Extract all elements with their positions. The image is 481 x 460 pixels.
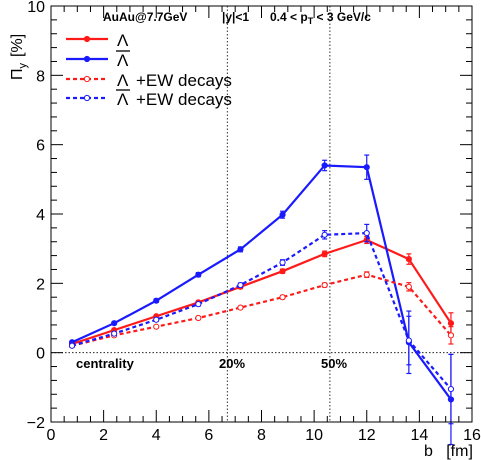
x-tick-label: 2 (99, 427, 108, 444)
svg-text:Πy[%]: Πy [%] (9, 34, 29, 80)
x-tick-label: 14 (410, 427, 428, 444)
y-tick-label: 4 (36, 207, 45, 224)
annotation-20-percent: 20% (219, 356, 245, 371)
header-pt-suffix: < 3 GeV/c (313, 10, 371, 24)
data-point (363, 229, 370, 237)
data-point (195, 301, 202, 308)
y-tick-label: 2 (36, 276, 45, 293)
y-tick-label: 6 (36, 138, 45, 155)
header-pt-prefix: 0.4 < p (270, 10, 308, 24)
y-axis-title-unit: [%] (9, 34, 26, 57)
legend-suffix: +EW decays (136, 90, 232, 109)
legend-marker (83, 75, 91, 83)
data-point (111, 330, 118, 337)
data-point (279, 294, 286, 301)
data-point (363, 164, 370, 171)
x-tick-label: 10 (305, 427, 323, 444)
header-pt-sub: T (308, 16, 314, 26)
series-line-1 (71, 164, 452, 401)
legend-marker (83, 55, 91, 63)
data-point (111, 320, 118, 327)
data-point (279, 268, 286, 275)
annotation-50-percent: 50% (321, 356, 347, 371)
y-tick-label: 0 (36, 346, 45, 363)
data-point (153, 323, 160, 330)
data-point (321, 162, 328, 169)
grid-layer (51, 6, 472, 422)
y-axis-title-main: Π (9, 68, 26, 80)
series-line-2 (71, 273, 452, 347)
y-tick-label: 8 (36, 68, 45, 85)
data-point (447, 332, 455, 339)
data-point (321, 281, 328, 289)
legend-symbol: Λ (117, 90, 129, 109)
legend-symbol: Λ (117, 71, 129, 90)
legend-suffix: +EW decays (136, 71, 232, 90)
legend-symbol: Λ (117, 31, 129, 50)
y-axis-title-sub: y (17, 62, 29, 68)
data-point (447, 385, 455, 393)
data-point (195, 314, 202, 322)
header-rapidity: |y|<1 (222, 10, 249, 24)
data-point (237, 304, 244, 311)
data-point (237, 281, 244, 289)
data-point (321, 250, 328, 257)
x-tick-label: 4 (152, 427, 161, 444)
data-point (405, 283, 412, 290)
y-tick-label: 10 (27, 0, 45, 16)
legend-marker (83, 35, 91, 43)
data-point (279, 211, 286, 218)
data-point (405, 255, 412, 263)
y-axis-title: Πy [%] (9, 34, 29, 80)
data-point (195, 271, 202, 278)
header-pt-range: 0.4 < pT < 3 GeV/c (270, 10, 371, 26)
header-collision: AuAu@7.7GeV (103, 10, 187, 24)
x-tick-label: 12 (358, 427, 376, 444)
data-point (153, 297, 160, 304)
x-tick-label: 0 (47, 427, 56, 444)
series-line-0 (71, 238, 452, 346)
y-tick-label: −2 (27, 415, 45, 432)
data-point (153, 316, 160, 323)
x-tick-label: 16 (463, 427, 481, 444)
data-point (237, 246, 244, 253)
series-layer (68, 154, 455, 446)
data-point (321, 231, 328, 238)
data-point (447, 320, 455, 327)
x-tick-label: 8 (257, 427, 266, 444)
data-point (68, 342, 76, 349)
data-point (279, 259, 286, 266)
series-line-3 (71, 231, 452, 390)
legend-symbol: Λ (117, 51, 129, 70)
x-axis-title: b [fm] (424, 443, 473, 460)
x-tick-label: 6 (204, 427, 213, 444)
data-point (363, 271, 370, 278)
data-point (405, 337, 412, 344)
legend-marker (83, 94, 91, 102)
annotation-centrality: centrality (76, 356, 135, 371)
